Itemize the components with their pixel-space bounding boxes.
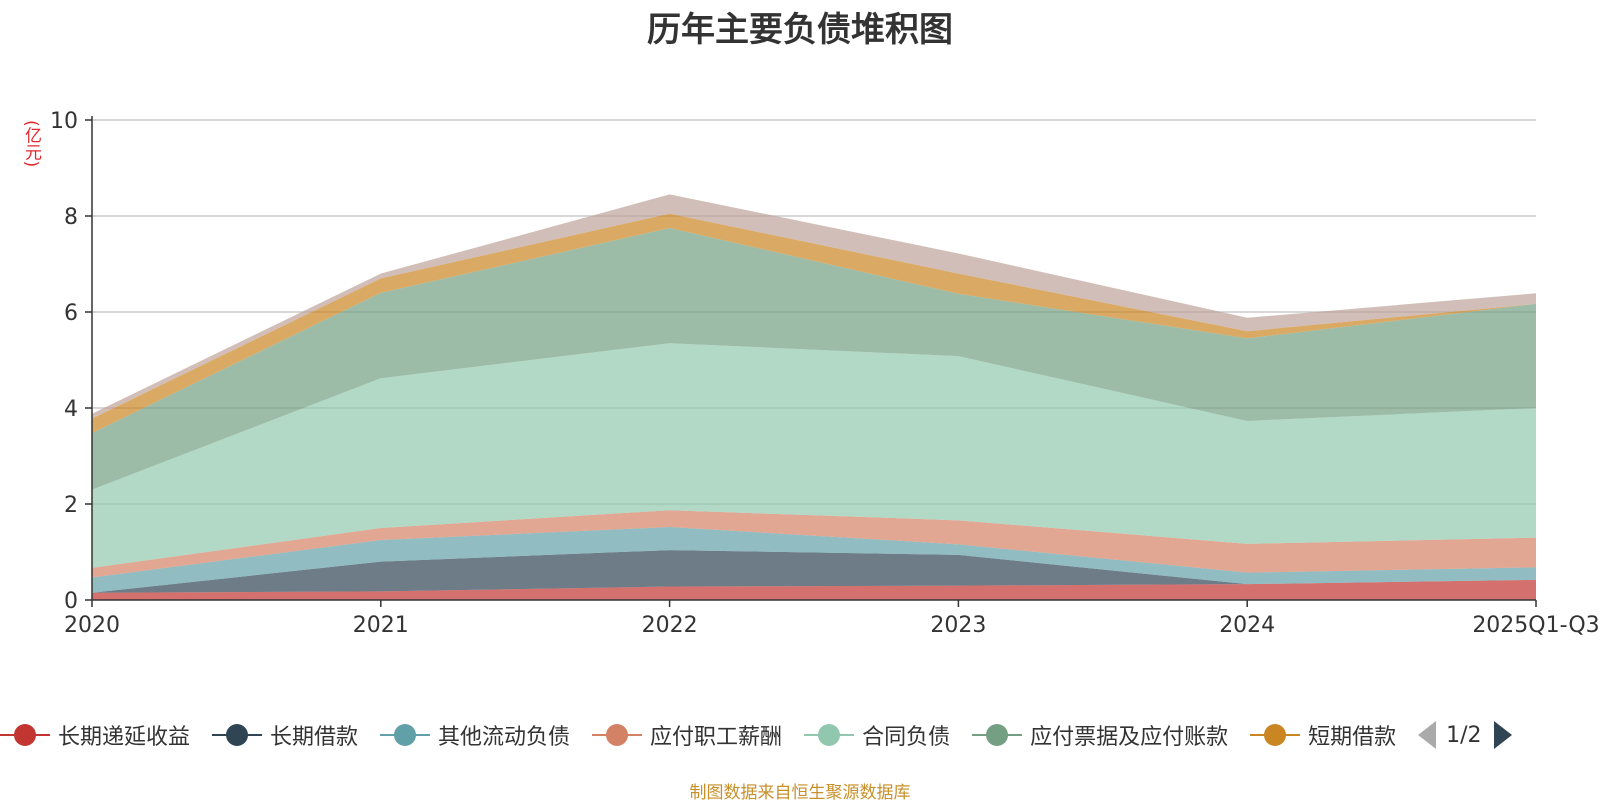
area-series-6	[92, 213, 1536, 433]
legend-marker-dot	[14, 724, 36, 746]
area-series-0	[92, 579, 1536, 600]
legend-label: 合同负债	[862, 725, 951, 750]
legend-item-5[interactable]: 应付票据及应付账款	[972, 719, 1228, 751]
area-series-1	[92, 550, 1536, 593]
area-series-7	[92, 194, 1536, 419]
legend-item-4[interactable]: 合同负债	[804, 719, 950, 751]
legend-marker-icon	[972, 722, 1023, 748]
y-tick-label-4: 4	[64, 397, 78, 422]
legend-label: 短期借款	[1308, 725, 1397, 750]
legend-marker-dot	[394, 724, 417, 746]
legend-marker-icon	[0, 722, 50, 748]
legend-marker-dot	[226, 724, 249, 746]
legend-marker-dot	[1264, 724, 1287, 746]
y-axis-unit: (亿元)	[21, 120, 41, 168]
x-tick-label-4: 2024	[1219, 613, 1275, 638]
legend-item-0[interactable]: 长期递延收益	[0, 719, 190, 751]
area-series-4	[92, 343, 1536, 568]
x-tick-label-1: 2021	[353, 613, 409, 638]
legend-label: 长期借款	[270, 725, 359, 750]
y-tick-label-0: 0	[64, 589, 78, 614]
legend-items: 长期递延收益 长期借款 其他流动负债 应付职工薪酬 合同负债 应付票据及应付账款 短期借款	[0, 719, 1418, 751]
legend-prev-arrow-icon[interactable]	[1418, 721, 1437, 749]
legend-marker-icon	[592, 722, 643, 748]
legend-marker-icon	[212, 722, 263, 748]
legend-item-3[interactable]: 应付职工薪酬	[592, 719, 782, 751]
y-tick-label-10: 10	[50, 109, 78, 134]
legend-label: 其他流动负债	[438, 725, 571, 750]
legend-item-6[interactable]: 短期借款	[1250, 719, 1396, 751]
legend-marker-dot	[986, 724, 1009, 746]
legend-marker-dot	[606, 724, 629, 746]
y-tick-label-6: 6	[64, 301, 78, 326]
legend: 长期递延收益 长期借款 其他流动负债 应付职工薪酬 合同负债 应付票据及应付账款 短期借款 …	[0, 718, 1512, 752]
x-tick-label-5: 2025Q1-Q3	[1472, 613, 1599, 638]
x-tick-label-2: 2022	[642, 613, 698, 638]
x-tick-label-0: 2020	[64, 613, 120, 638]
area-series-3	[92, 510, 1536, 578]
area-series-5	[92, 228, 1536, 490]
legend-pager: 1/2	[1418, 721, 1512, 749]
legend-marker-dot	[818, 724, 841, 746]
legend-label: 应付职工薪酬	[650, 725, 783, 750]
legend-marker-icon	[1250, 722, 1301, 748]
chart-title: 历年主要负债堆积图	[647, 10, 953, 50]
area-series-2	[92, 527, 1536, 593]
legend-label: 长期递延收益	[58, 725, 191, 750]
legend-marker-icon	[804, 722, 855, 748]
legend-item-1[interactable]: 长期借款	[212, 719, 358, 751]
legend-marker-icon	[380, 722, 431, 748]
legend-item-2[interactable]: 其他流动负债	[380, 719, 570, 751]
legend-next-arrow-icon[interactable]	[1493, 721, 1512, 749]
y-tick-label-8: 8	[64, 205, 78, 230]
legend-label: 应付票据及应付账款	[1030, 725, 1229, 750]
data-source-note: 制图数据来自恒生聚源数据库	[689, 783, 911, 803]
legend-page-indicator: 1/2	[1446, 722, 1482, 748]
x-tick-label-3: 2023	[930, 613, 986, 638]
y-tick-label-2: 2	[64, 493, 78, 518]
